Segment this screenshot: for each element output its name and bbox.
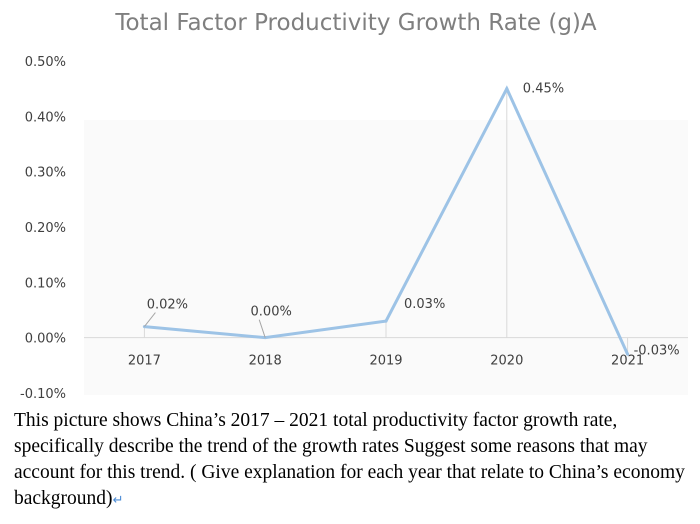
y-tick-label-0-00: 0.00% — [25, 332, 66, 347]
data-point-2020 — [505, 87, 509, 91]
chart: Total Factor Productivity Growth Rate (g… — [20, 10, 688, 402]
question-text: This picture shows China’s 2017 – 2021 t… — [14, 408, 694, 514]
y-axis: -0.10% 0.00% 0.10% 0.20% 0.30% 0.40% 0.50% — [20, 55, 66, 402]
chart-title: Total Factor Productivity Growth Rate (g… — [114, 10, 597, 36]
x-tick-label-2017: 2017 — [128, 354, 161, 369]
line-chart: Total Factor Productivity Growth Rate (g… — [20, 10, 688, 402]
x-tick-label-2020: 2020 — [490, 354, 523, 369]
data-label-leader-2018 — [258, 319, 266, 338]
x-axis: 2017 2018 2019 2020 2021 — [84, 337, 688, 369]
plot-area-background — [84, 120, 688, 395]
y-tick-label-0-20: 0.20% — [25, 221, 66, 236]
data-label-2018: 0.00% — [251, 305, 292, 320]
y-tick-label-0-30: 0.30% — [25, 166, 66, 181]
y-tick-label-0-50: 0.50% — [25, 55, 66, 70]
data-point-2021 — [626, 352, 630, 356]
data-label-leader-2017 — [144, 312, 156, 327]
data-label-2017: 0.02% — [147, 298, 188, 313]
category-grid-lines — [143, 88, 629, 355]
y-tick-label-0-10: -0.10% — [20, 387, 66, 402]
data-label-2019: 0.03% — [404, 297, 445, 312]
paragraph-mark-icon: ↵ — [112, 493, 124, 508]
data-labels: 0.02% 0.00% 0.03% 0.45% -0.03% — [144, 82, 680, 358]
x-tick-label-2019: 2019 — [369, 354, 402, 369]
data-label-2020: 0.45% — [523, 82, 564, 97]
y-tick-label-0-40: 0.40% — [25, 110, 66, 125]
question-body: This picture shows China’s 2017 – 2021 t… — [14, 410, 685, 509]
y-tick-label-0-10: 0.10% — [25, 276, 66, 291]
data-point-2019 — [384, 319, 388, 323]
x-tick-label-2018: 2018 — [249, 354, 282, 369]
x-tick-label-2021: 2021 — [611, 354, 644, 369]
data-label-2021: -0.03% — [634, 343, 680, 358]
